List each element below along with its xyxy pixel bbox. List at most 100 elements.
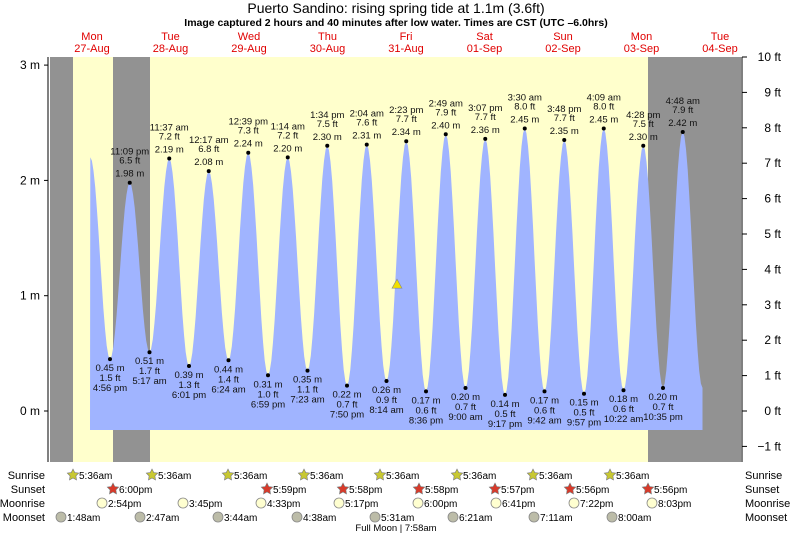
sunset-row-label: Sunset: [11, 484, 45, 496]
moonrise-time: 4:33pm: [267, 499, 300, 510]
low-tide-label: 7:23 am: [290, 395, 324, 406]
moonrise-time: 6:41pm: [502, 499, 535, 510]
low-tide-label: 4:56 pm: [93, 383, 127, 394]
low-tide-label: 8:14 am: [369, 405, 403, 416]
low-tide-label: 1.1 ft: [297, 385, 318, 396]
high-tide-label: 8.0 ft: [514, 102, 535, 113]
sunrise-time: 5:36am: [539, 471, 572, 482]
day-label-dow: Mon: [631, 31, 652, 43]
high-tide-label: 2.45 m: [589, 115, 618, 126]
low-tide-label: 0.7 ft: [455, 402, 476, 413]
y-tick-label: 3 m: [20, 58, 40, 72]
low-tide-point: [266, 373, 270, 378]
day-label-date: 30-Aug: [310, 43, 345, 55]
moonset-circle-icon: [134, 511, 146, 523]
low-tide-point: [226, 358, 231, 363]
y-tick-label: 9 ft: [764, 85, 781, 99]
sunset-star-icon: [641, 482, 655, 495]
moonset-circle-icon: [55, 511, 67, 523]
sunrise-time: 5:36am: [616, 471, 649, 482]
high-tide-point: [325, 143, 330, 148]
moonset-time: 3:44am: [224, 513, 257, 524]
low-tide-label: 6:24 am: [211, 384, 245, 395]
high-tide-label: 7.3 ft: [238, 126, 259, 137]
low-tide-label: 0.44 m: [214, 364, 243, 375]
sunset-time: 5:56pm: [576, 485, 609, 496]
day-label-dow: Wed: [238, 31, 260, 43]
moonrise-circle-icon: [568, 497, 580, 509]
day-label-dow: Tue: [711, 31, 730, 43]
day-label-date: 01-Sep: [467, 43, 502, 55]
high-tide-label: 1:14 am: [271, 121, 305, 132]
high-tide-label: 2.30 m: [313, 132, 342, 143]
high-tide-point: [443, 132, 448, 137]
y-tick-label: 2 ft: [764, 333, 781, 347]
moonset-circle-icon: [291, 511, 303, 523]
moonrise-circle-icon: [490, 497, 502, 509]
moonset-row-label: Moonset: [3, 512, 45, 524]
high-tide-point: [483, 136, 488, 141]
high-tide-label: 7.5 ft: [317, 119, 338, 130]
sunrise-time: 5:36am: [158, 471, 191, 482]
y-tick-label: 1 m: [20, 289, 40, 303]
low-tide-label: 0.45 m: [95, 363, 124, 374]
low-tide-label: 0.9 ft: [376, 395, 397, 406]
sunset-time: 5:58pm: [349, 485, 382, 496]
moonrise-time: 2:54pm: [108, 499, 141, 510]
high-tide-label: 7.7 ft: [396, 114, 417, 125]
high-tide-point: [601, 126, 606, 131]
moonrise-time: 8:03pm: [658, 499, 691, 510]
y-tick-label: 8 ft: [764, 121, 781, 135]
low-tide-point: [503, 392, 507, 397]
high-tide-label: 2.24 m: [234, 139, 263, 150]
low-tide-label: 9:42 am: [527, 415, 561, 426]
y-tick-label: 4 ft: [764, 262, 781, 276]
moonset-circle-icon: [212, 511, 224, 523]
sunset-time: 5:58pm: [425, 485, 458, 496]
high-tide-label: 7.5 ft: [633, 119, 654, 130]
low-tide-label: 0.6 ft: [613, 404, 634, 415]
y-tick-label: 3 ft: [764, 298, 781, 312]
sunrise-time: 5:36am: [310, 471, 343, 482]
moonset-time: 5:31am: [381, 513, 414, 524]
high-tide-label: 2.45 m: [510, 115, 539, 126]
high-tide-label: 6.5 ft: [119, 156, 140, 167]
low-tide-point: [384, 379, 389, 384]
high-tide-label: 2.42 m: [668, 118, 697, 129]
sunrise-row-label: Sunrise: [8, 470, 45, 482]
low-tide-label: 0.6 ft: [415, 405, 436, 416]
low-tide-label: 7:50 pm: [330, 410, 364, 421]
sunrise-star-icon: [526, 468, 540, 481]
low-tide-label: 6:01 pm: [172, 390, 206, 401]
high-tide-label: 11:09 pm: [110, 147, 149, 158]
low-tide-label: 0.5 ft: [573, 408, 594, 419]
high-tide-label: 4:09 am: [587, 93, 621, 104]
high-tide-label: 2.40 m: [431, 120, 460, 131]
high-tide-label: 7.9 ft: [435, 107, 456, 118]
sunrise-row-label-right: Sunrise: [745, 470, 782, 482]
sunrise-star-icon: [450, 468, 464, 481]
day-label-dow: Tue: [161, 31, 180, 43]
low-tide-label: 5:17 am: [132, 376, 166, 387]
high-tide-label: 4:28 pm: [626, 110, 660, 121]
low-tide-point: [147, 350, 152, 355]
moonset-circle-icon: [369, 511, 381, 523]
y-tick-label: 7 ft: [764, 156, 781, 170]
day-label-date: 04-Sep: [702, 43, 737, 55]
sunset-time: 5:57pm: [501, 485, 534, 496]
chart-subtitle: Image captured 2 hours and 40 minutes af…: [184, 17, 607, 29]
low-tide-point: [345, 383, 349, 388]
low-tide-label: 1.0 ft: [257, 389, 278, 400]
sunrise-time: 5:36am: [386, 471, 419, 482]
sunrise-star-icon: [221, 468, 235, 481]
high-tide-label: 12:39 pm: [228, 117, 268, 128]
high-tide-label: 7.7 ft: [475, 112, 496, 123]
low-tide-label: 0.17 m: [530, 395, 559, 406]
sunrise-time: 5:36am: [79, 471, 112, 482]
moonrise-circle-icon: [412, 497, 424, 509]
day-label-dow: Sun: [553, 31, 573, 43]
high-tide-label: 7.6 ft: [356, 118, 377, 129]
high-tide-point: [246, 150, 251, 155]
day-label-date: 28-Aug: [153, 43, 188, 55]
high-tide-label: 2.31 m: [352, 131, 381, 142]
